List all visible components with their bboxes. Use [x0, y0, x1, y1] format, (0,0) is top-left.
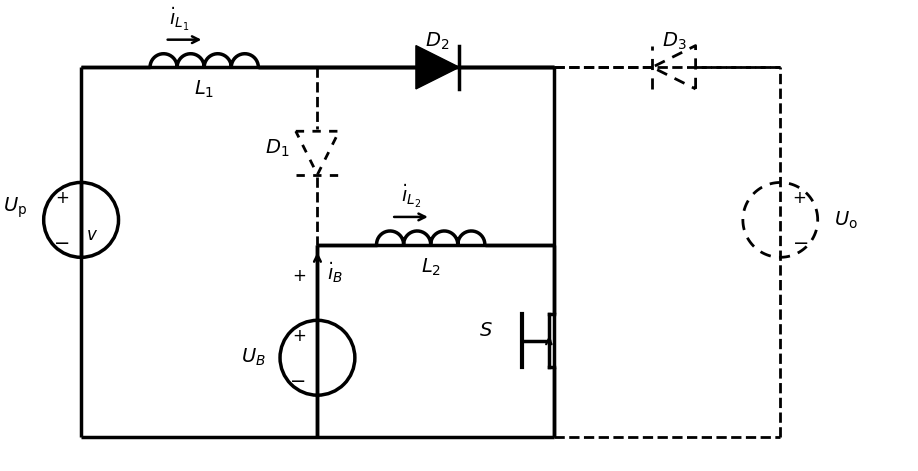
Text: $U_{\rm p}$: $U_{\rm p}$	[3, 196, 27, 220]
Text: $\dot{\imath}_B$: $\dot{\imath}_B$	[328, 260, 343, 284]
Text: $U_{\rm o}$: $U_{\rm o}$	[834, 209, 858, 230]
Text: $\dot{\imath}_{L_1}$: $\dot{\imath}_{L_1}$	[170, 6, 190, 33]
Text: $\dot{\imath}_{L_2}$: $\dot{\imath}_{L_2}$	[401, 183, 421, 210]
Text: $L_1$: $L_1$	[194, 79, 214, 100]
Text: $-$: $-$	[792, 232, 809, 251]
Text: $-$: $-$	[53, 232, 69, 251]
Text: $+$: $+$	[792, 189, 806, 207]
Text: $D_1$: $D_1$	[265, 138, 290, 159]
Text: $-$: $-$	[289, 370, 306, 389]
Text: $+$: $+$	[292, 267, 306, 285]
Text: $L_2$: $L_2$	[420, 256, 441, 277]
Text: $D_2$: $D_2$	[425, 31, 450, 52]
Text: $v$: $v$	[86, 226, 98, 244]
Text: $+$: $+$	[55, 189, 69, 207]
Text: $+$: $+$	[292, 327, 306, 345]
Polygon shape	[416, 46, 459, 89]
Text: $S$: $S$	[479, 321, 493, 340]
Text: $D_3$: $D_3$	[662, 31, 687, 52]
Text: $U_B$: $U_B$	[241, 347, 266, 368]
